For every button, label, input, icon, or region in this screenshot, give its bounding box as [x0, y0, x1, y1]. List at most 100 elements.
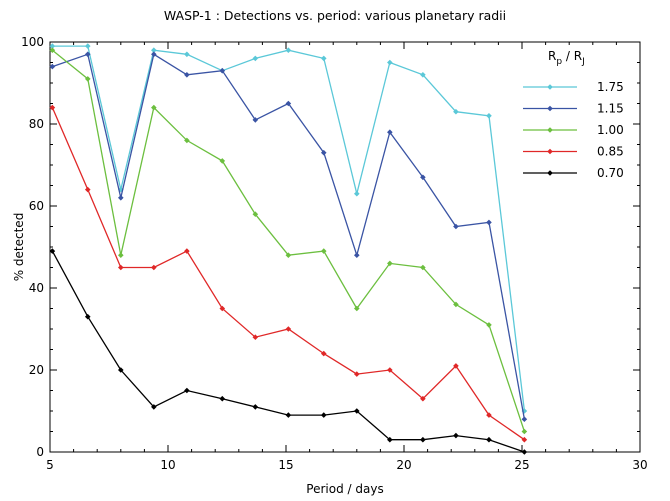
data-point	[252, 117, 259, 123]
data-point	[219, 305, 226, 312]
data-point	[486, 219, 492, 226]
data-point	[151, 404, 157, 410]
data-point	[219, 395, 226, 402]
y-tick-label: 60	[29, 199, 44, 213]
data-point	[354, 190, 360, 197]
data-point	[84, 43, 91, 49]
series-0.70	[49, 248, 528, 455]
series-line	[51, 250, 525, 453]
data-point	[320, 55, 327, 62]
legend-swatch-marker	[547, 127, 553, 133]
data-point	[521, 449, 528, 455]
data-point	[219, 67, 226, 74]
data-point	[285, 100, 292, 107]
data-point	[420, 395, 426, 402]
y-tick-label: 40	[29, 281, 44, 295]
data-point	[521, 408, 528, 414]
y-axis-label: % detected	[12, 213, 26, 282]
data-point	[184, 51, 190, 58]
legend-item: 1.00	[523, 123, 624, 137]
legend-label: 1.15	[597, 102, 624, 116]
x-tick-label: 30	[632, 458, 647, 472]
y-tick-label: 100	[21, 35, 44, 49]
legend-title: Rp / RJ	[548, 49, 585, 67]
data-point	[49, 248, 56, 254]
data-point	[252, 334, 259, 340]
data-point	[521, 436, 528, 443]
legend-swatch-marker	[547, 148, 553, 155]
series-line	[51, 49, 526, 432]
data-point	[84, 186, 91, 193]
data-point	[151, 264, 157, 271]
legend-item: 1.75	[523, 80, 624, 94]
data-point	[320, 248, 327, 254]
data-point	[387, 367, 393, 373]
data-point	[285, 326, 292, 332]
data-point	[118, 367, 124, 373]
data-point	[320, 149, 327, 156]
series-1.75	[49, 43, 528, 414]
data-point	[84, 76, 91, 82]
legend-swatch-marker	[547, 170, 553, 176]
data-point	[320, 350, 327, 357]
data-point	[387, 129, 393, 135]
y-tick-label: 0	[36, 445, 44, 459]
x-tick-label: 10	[160, 458, 175, 472]
data-point	[420, 72, 426, 78]
series-group	[49, 43, 528, 455]
data-point	[453, 301, 459, 308]
data-point	[453, 363, 459, 369]
series-line	[51, 107, 525, 441]
legend-item: 0.70	[523, 166, 624, 180]
data-point	[219, 158, 226, 164]
y-tick-label: 80	[29, 117, 44, 131]
data-point	[420, 174, 426, 181]
series-1.15	[49, 51, 528, 422]
data-point	[486, 322, 492, 328]
data-point	[387, 436, 393, 443]
data-point	[151, 51, 157, 58]
legend-item: 0.85	[523, 145, 624, 159]
x-tick-label: 25	[514, 458, 529, 472]
data-point	[118, 195, 124, 201]
data-point	[49, 43, 56, 49]
data-point	[184, 137, 190, 144]
data-point	[49, 47, 56, 53]
data-point	[354, 408, 360, 414]
data-point	[252, 55, 259, 62]
data-point	[184, 387, 190, 394]
data-point	[285, 412, 292, 418]
data-point	[151, 47, 157, 53]
data-point	[387, 260, 393, 267]
chart-title: WASP-1 : Detections vs. period: various …	[164, 8, 506, 23]
series-1.00	[49, 47, 528, 435]
legend-label: 0.70	[597, 166, 624, 180]
data-point	[354, 371, 360, 377]
data-point	[453, 108, 459, 115]
data-point	[320, 412, 327, 418]
data-point	[118, 252, 124, 258]
data-point	[151, 104, 157, 111]
data-point	[252, 404, 259, 410]
legend-swatch-marker	[547, 105, 553, 112]
data-point	[420, 264, 426, 271]
data-point	[118, 264, 124, 271]
y-tick-label: 20	[29, 363, 44, 377]
data-point	[49, 63, 56, 70]
x-tick-label: 20	[396, 458, 411, 472]
data-point	[84, 313, 91, 320]
legend-swatch-marker	[547, 84, 553, 90]
data-point	[252, 211, 259, 217]
x-tick-label: 5	[46, 458, 54, 472]
legend-label: 1.00	[597, 123, 624, 137]
data-point	[521, 428, 528, 435]
x-tick-label: 15	[278, 458, 293, 472]
data-point	[486, 436, 492, 443]
axis-ticks: 5 10 15 20 25 30 0 20 40 60 80 100	[21, 35, 648, 472]
data-point	[453, 223, 459, 230]
data-point	[354, 252, 360, 258]
data-point	[184, 248, 190, 254]
legend-label: 1.75	[597, 80, 624, 94]
data-point	[354, 305, 360, 312]
